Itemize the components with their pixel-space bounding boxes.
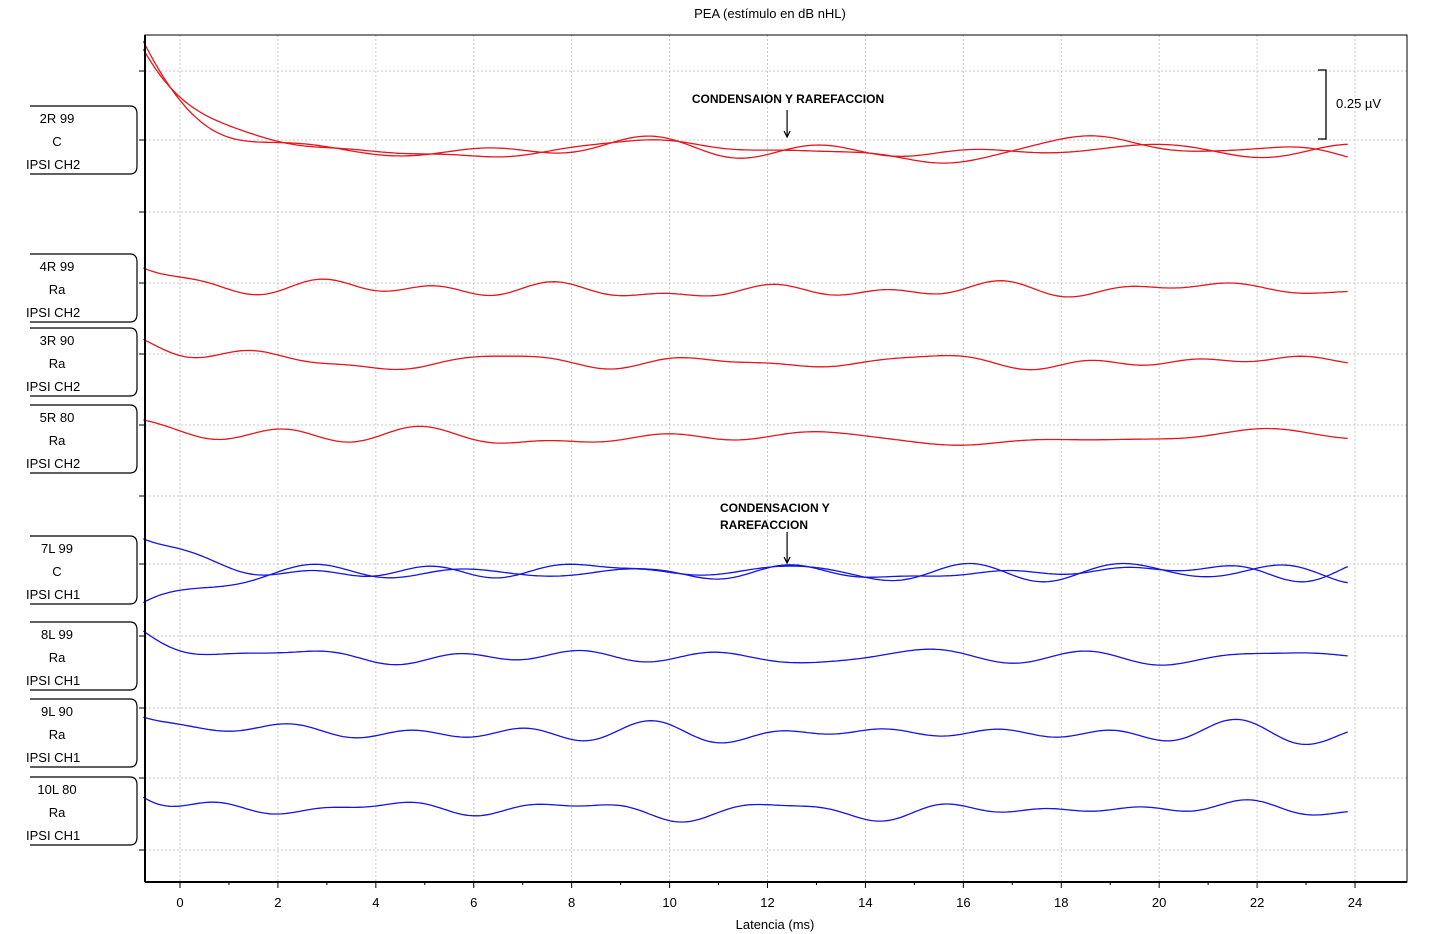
trace-labels: 2R 99 C IPSI CH2 4R 99 Ra IPSI CH2 3R 90 Ra IPSI… <box>26 105 138 846</box>
trace-label: 2R 99 C IPSI CH2 <box>26 105 138 175</box>
annotations: CONDENSAION Y RAREFACCION CONDENSACION Y R… <box>692 92 884 565</box>
scale-bar-label: 0.25 µV <box>1336 96 1381 111</box>
trace-label-line: IPSI CH1 <box>26 750 80 765</box>
trace-label-line: 7L 99 <box>41 541 73 556</box>
x-tick-label: 4 <box>372 895 379 910</box>
trace-label-line: IPSI CH1 <box>26 587 80 602</box>
trace-label-line: IPSI CH1 <box>26 673 80 688</box>
x-axis-label: Latencia (ms) <box>736 917 815 932</box>
waveform-trace <box>142 562 1348 604</box>
trace-label: 4R 99 Ra IPSI CH2 <box>26 253 138 323</box>
waveform-trace <box>143 538 1348 583</box>
waveform-trace <box>142 630 1348 666</box>
trace-label: 7L 99 C IPSI CH1 <box>26 535 138 605</box>
trace-label-bracket <box>30 105 138 175</box>
trace-label-line: Ra <box>49 650 66 665</box>
trace-label-line: Ra <box>49 356 66 371</box>
trace-label-bracket <box>30 621 138 691</box>
x-tick-label: 24 <box>1348 895 1362 910</box>
waveform-trace <box>142 48 1348 164</box>
trace-label-bracket <box>30 535 138 605</box>
trace-label-line: IPSI CH2 <box>26 305 80 320</box>
trace-label-line: 2R 99 <box>40 111 75 126</box>
plot-frame <box>144 34 1408 883</box>
trace-label-line: Ra <box>49 433 66 448</box>
trace-label-line: 3R 90 <box>40 333 75 348</box>
trace-label-line: IPSI CH1 <box>26 828 80 843</box>
trace-label-line: Ra <box>49 805 66 820</box>
x-tick-label: 16 <box>956 895 970 910</box>
trace-label: 8L 99 Ra IPSI CH1 <box>26 621 138 691</box>
x-tick-label: 8 <box>568 895 575 910</box>
waveform-trace <box>142 796 1348 823</box>
trace-label-line: Ra <box>49 282 66 297</box>
waveform-trace <box>142 40 1348 159</box>
grid <box>145 35 1407 882</box>
trace-label: 3R 90 Ra IPSI CH2 <box>26 327 138 397</box>
trace-label-line: C <box>52 134 61 149</box>
waveform-trace <box>143 338 1348 371</box>
traces <box>142 40 1348 823</box>
trace-label: 9L 90 Ra IPSI CH1 <box>26 698 138 768</box>
x-tick-label: 22 <box>1250 895 1264 910</box>
axes: 0 2 4 6 8 10 12 14 16 18 20 22 24 <box>139 34 1408 910</box>
annotation-arrowhead <box>783 130 791 139</box>
trace-label-line: IPSI CH2 <box>26 456 80 471</box>
waveform-trace <box>143 267 1348 298</box>
trace-label-line: 10L 80 <box>37 782 76 797</box>
chart-title: PEA (estímulo en dB nHL) <box>694 6 846 21</box>
trace-label-bracket <box>30 327 138 397</box>
trace-label-bracket <box>30 253 138 323</box>
x-tick-label: 0 <box>176 895 183 910</box>
trace-label-line: C <box>52 564 61 579</box>
annotation-arrowhead <box>783 556 791 565</box>
trace-label-bracket <box>30 776 138 846</box>
trace-label-line: 4R 99 <box>40 259 75 274</box>
trace-label-bracket <box>30 404 138 474</box>
scale-bar-bracket <box>1318 69 1327 140</box>
x-tick-label: 10 <box>662 895 676 910</box>
annotation-label: CONDENSACION Y <box>720 501 830 515</box>
trace-label-line: 8L 99 <box>41 627 73 642</box>
annotation-label: CONDENSAION Y RAREFACCION <box>692 92 884 106</box>
waveform-trace <box>143 716 1348 746</box>
trace-label-line: IPSI CH2 <box>26 157 80 172</box>
x-tick-label: 20 <box>1152 895 1166 910</box>
trace-label-bracket <box>30 698 138 768</box>
x-tick-label: 6 <box>470 895 477 910</box>
trace-label-line: 5R 80 <box>40 410 75 425</box>
trace-label-line: 9L 90 <box>41 704 73 719</box>
trace-label: 5R 80 Ra IPSI CH2 <box>26 404 138 474</box>
x-tick-label: 14 <box>858 895 872 910</box>
x-tick-label: 12 <box>760 895 774 910</box>
trace-label: 10L 80 Ra IPSI CH1 <box>26 776 138 846</box>
x-tick-label: 18 <box>1054 895 1068 910</box>
trace-label-line: Ra <box>49 727 66 742</box>
x-tick-label: 2 <box>274 895 281 910</box>
annotation-label: RAREFACCION <box>720 518 808 532</box>
waveform-trace <box>143 419 1348 446</box>
scale-bar: 0.25 µV <box>1318 69 1381 140</box>
trace-label-line: IPSI CH2 <box>26 379 80 394</box>
